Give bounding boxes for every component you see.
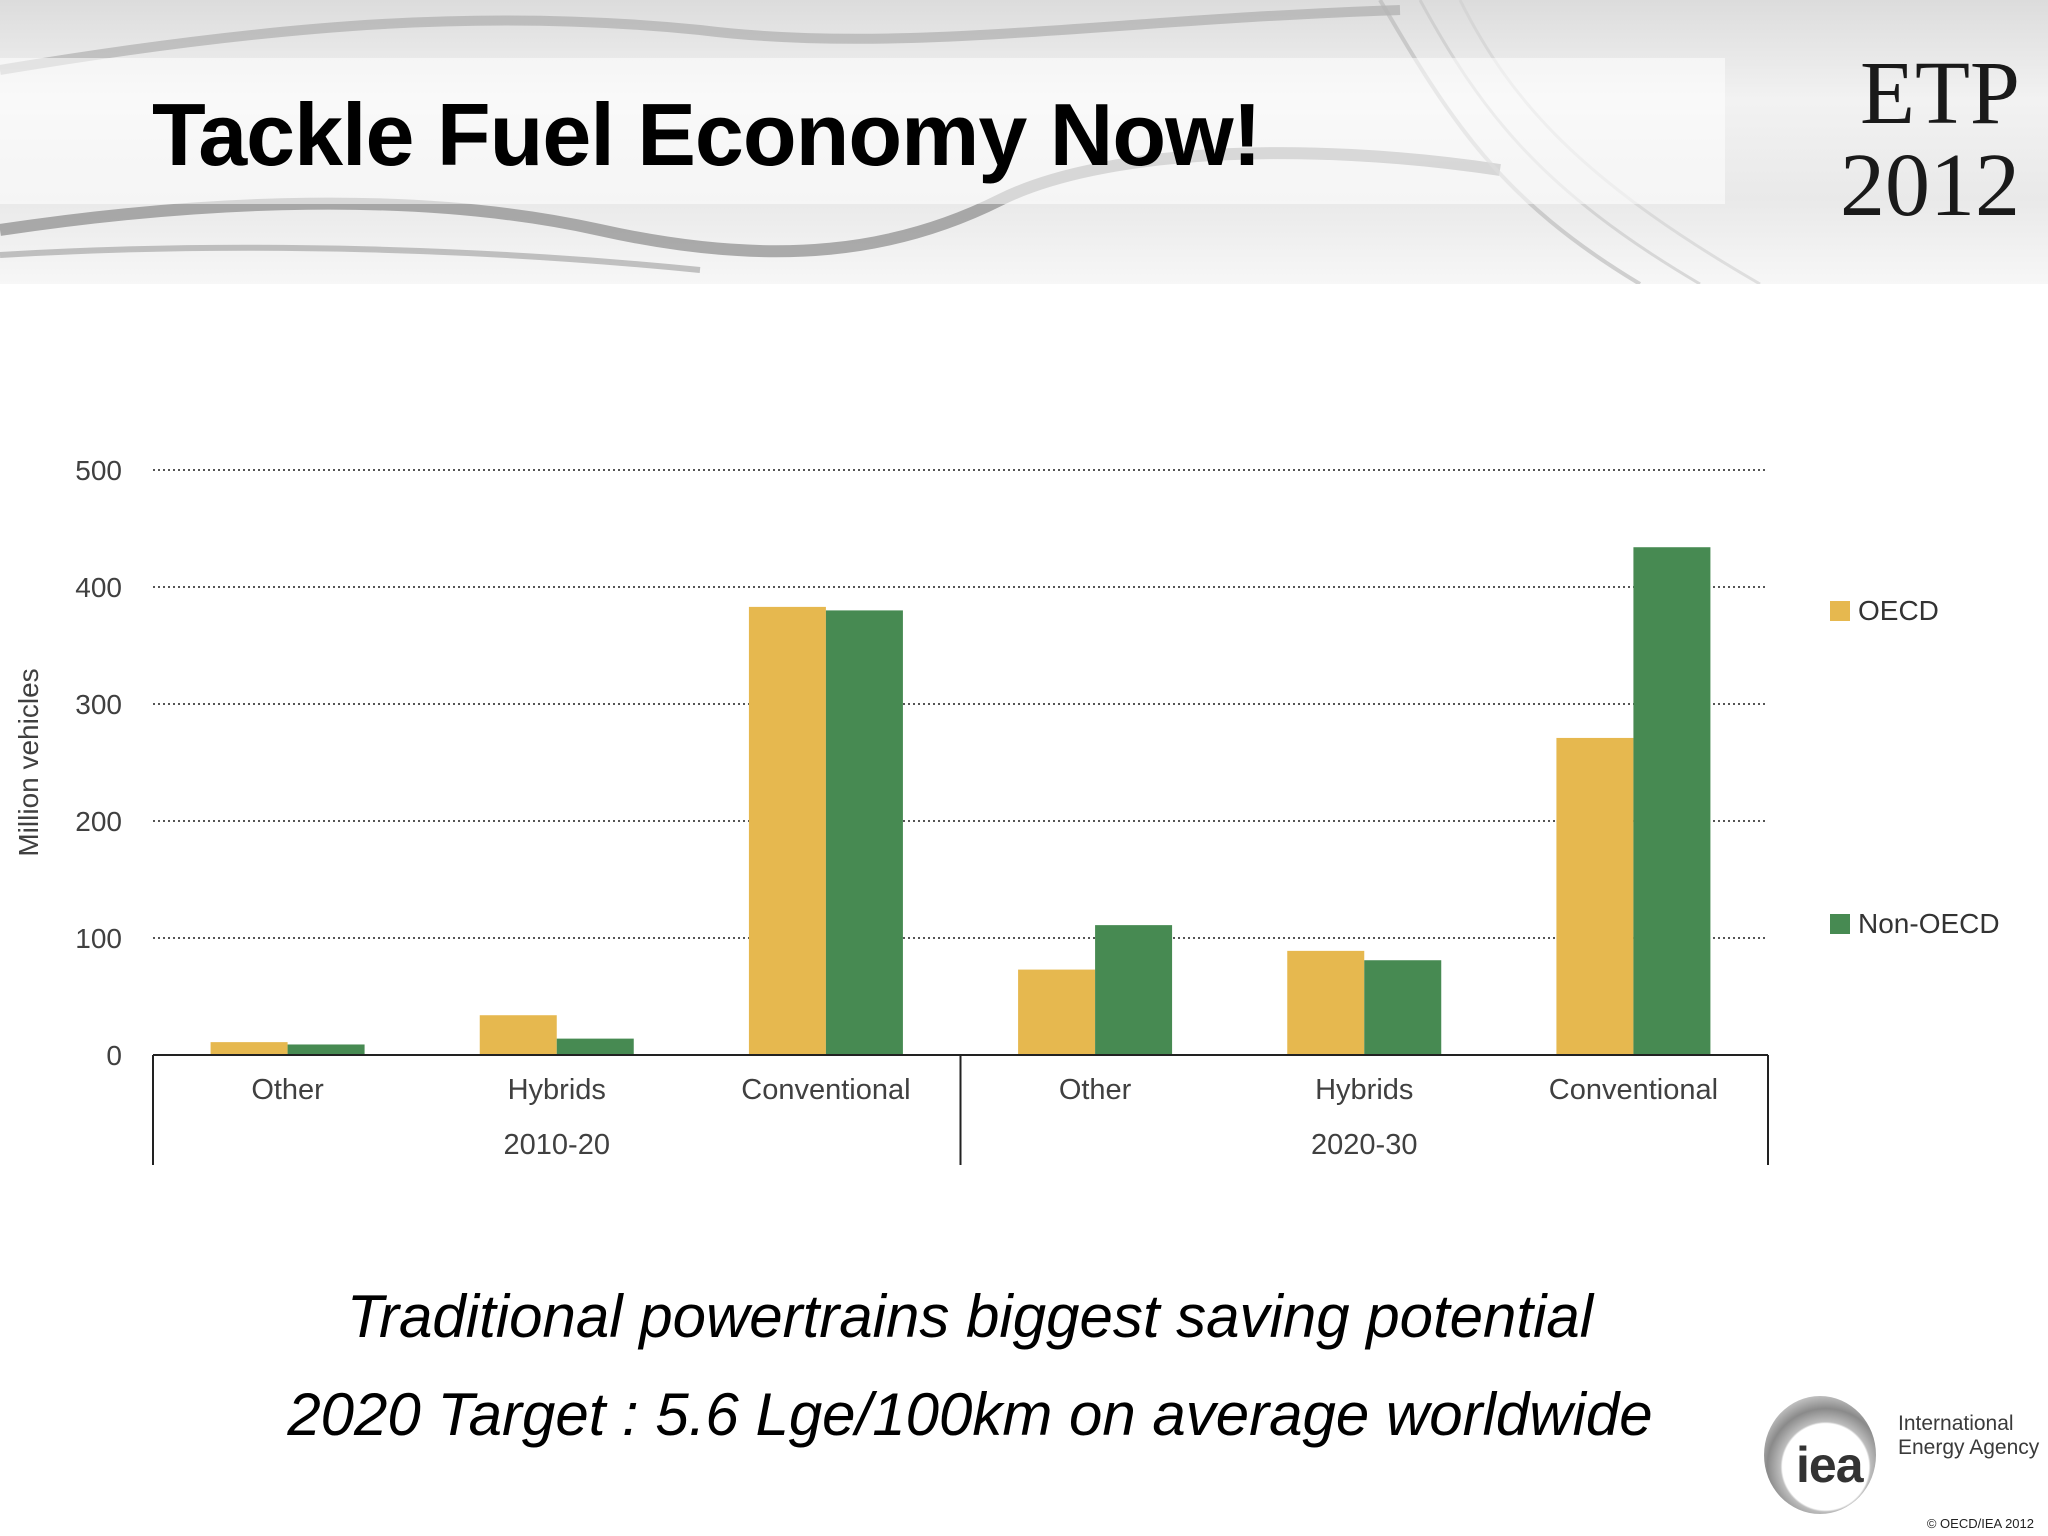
bar	[1287, 950, 1365, 1055]
x-tick-label: Other	[1059, 1074, 1132, 1106]
bar	[1633, 547, 1711, 1055]
caption-line-1: Traditional powertrains biggest saving p…	[346, 1283, 1594, 1350]
badge-line-year: 2012	[1840, 136, 2020, 235]
bar	[556, 1038, 634, 1055]
x-group-label: 2020-30	[1311, 1129, 1417, 1161]
iea-org-name: International Energy Agency	[1898, 1412, 2039, 1460]
y-tick-label: 500	[75, 455, 122, 486]
bar-chart: 0 100 200 300 400 500 Million vehicles 2010-20 2…	[13, 455, 2000, 1165]
legend-swatch	[1830, 914, 1850, 934]
legend-label: Non-OECD	[1858, 908, 2000, 939]
x-tick-label: Conventional	[741, 1074, 910, 1106]
bar	[1364, 960, 1442, 1055]
copyright-notice: © OECD/IEA 2012	[1926, 1516, 2034, 1531]
iea-org-name-line-2: Energy Agency	[1898, 1436, 2040, 1459]
slide-title: Tackle Fuel Economy Now!	[152, 85, 1262, 184]
x-tick-label: Hybrids	[508, 1074, 606, 1106]
iea-logo: iea International Energy Agency	[1760, 1396, 2048, 1526]
y-tick-label: 100	[75, 923, 122, 954]
etp-2012-badge: ETP 2012	[1780, 48, 2020, 232]
y-tick-label: 200	[75, 806, 122, 837]
bar	[1095, 925, 1173, 1055]
y-tick-label: 300	[75, 689, 122, 720]
y-tick-label: 0	[106, 1040, 122, 1071]
bar	[825, 610, 903, 1055]
x-tick-label: Conventional	[1549, 1074, 1718, 1106]
bar	[479, 1015, 557, 1055]
caption-line-2: 2020 Target : 5.6 Lge/100km on average w…	[287, 1381, 1653, 1448]
legend-label: OECD	[1858, 595, 1939, 626]
x-tick-label: Other	[251, 1074, 324, 1106]
iea-logo-ring-icon	[1764, 1396, 1876, 1514]
legend-swatch	[1830, 601, 1850, 621]
title-panel	[0, 58, 1725, 204]
iea-logo-letters: iea	[1796, 1437, 1864, 1493]
bar	[1556, 737, 1634, 1055]
badge-line-etp: ETP	[1859, 44, 2020, 143]
bar	[748, 606, 826, 1055]
y-axis-label: Million vehicles	[13, 668, 44, 856]
header-banner	[0, 0, 2048, 284]
x-tick-label: Hybrids	[1315, 1074, 1413, 1106]
iea-org-name-line-1: International	[1898, 1412, 2014, 1435]
bar	[1018, 969, 1096, 1055]
x-group-label: 2010-20	[504, 1129, 610, 1161]
y-tick-label: 400	[75, 572, 122, 603]
bar	[287, 1044, 365, 1055]
bar	[210, 1042, 288, 1055]
